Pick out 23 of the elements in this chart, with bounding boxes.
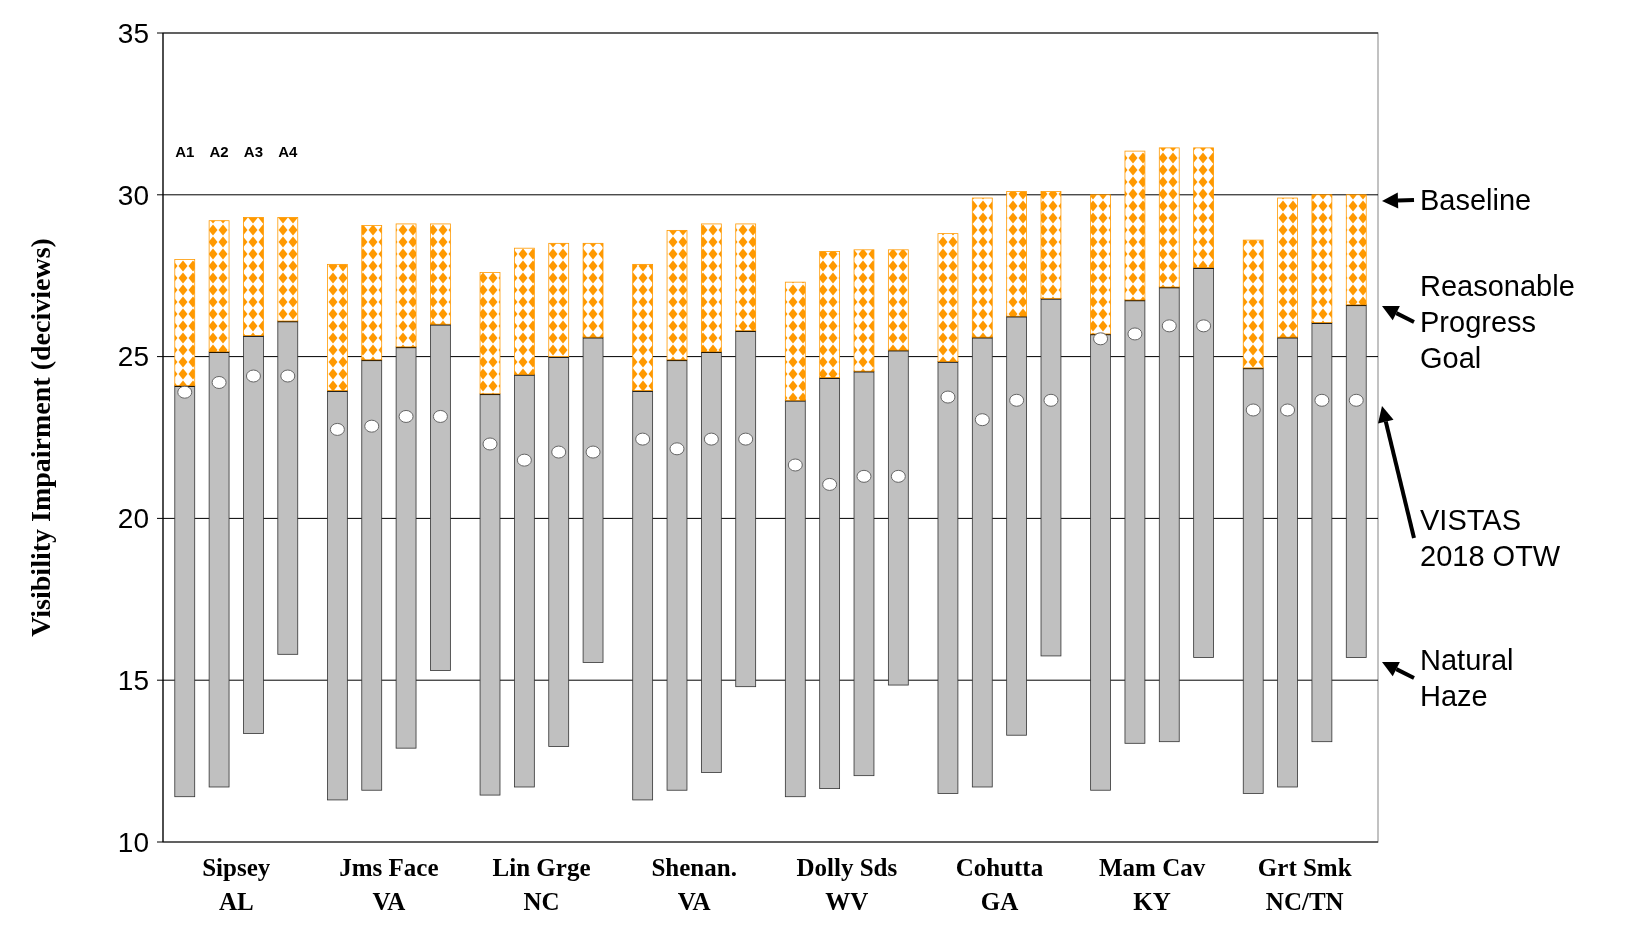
text: Baseline — [1420, 184, 1532, 217]
annotation: A2 — [209, 143, 229, 160]
text: Natural Haze — [1420, 644, 1514, 713]
x-tick-label: Sipsey AL — [202, 854, 271, 915]
text: VISTAS 2018 OTW — [1420, 504, 1561, 573]
y-tick-label: 30 — [117, 179, 149, 211]
y-tick-label: 10 — [117, 826, 149, 858]
text: Reasonable Progress Goal — [1420, 270, 1575, 375]
y-axis-title: Visibility Impairment (deciviews) — [25, 238, 56, 637]
y-tick-label: 25 — [117, 341, 149, 373]
x-tick-label: Shenan. VA — [651, 854, 737, 915]
y-tick-label: 20 — [117, 503, 149, 535]
x-tick-label: Mam Cav KY — [1098, 854, 1206, 915]
annotation: A1 — [175, 143, 195, 160]
y-tick-label: 15 — [117, 665, 149, 696]
y-tick-label: 35 — [117, 17, 149, 49]
x-tick-label: Dolly Sds WV — [796, 854, 898, 915]
x-tick-label: Grt Smk NC/TN — [1257, 854, 1352, 915]
x-tick-label: Jms Face VA — [339, 854, 439, 915]
annotation: A4 — [278, 143, 299, 160]
x-tick-label: Lin Grge NC — [492, 854, 591, 915]
annotation: A3 — [243, 143, 264, 160]
x-tick-label: Cohutta GA — [955, 854, 1044, 915]
